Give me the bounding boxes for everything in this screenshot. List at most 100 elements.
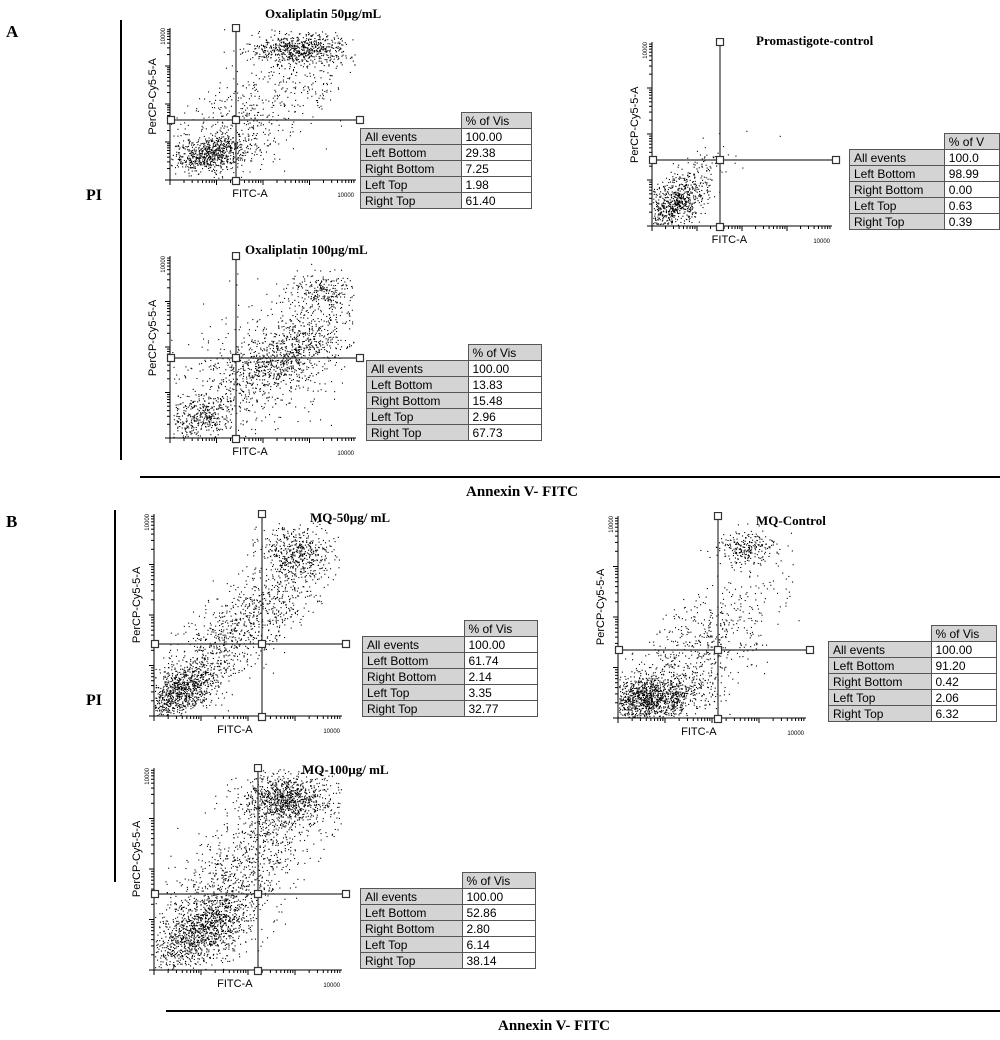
stats-value: 2.96 [467, 408, 542, 425]
scatter-point [261, 361, 263, 363]
scatter-point [321, 335, 323, 337]
scatter-point [285, 139, 287, 141]
scatter-point [209, 416, 211, 418]
scatter-point [258, 370, 260, 372]
scatter-point [230, 168, 232, 170]
scatter-point [329, 49, 331, 51]
scatter-point [691, 216, 693, 218]
scatter-point [321, 55, 323, 57]
scatter-point [184, 171, 186, 173]
scatter-point [253, 361, 255, 363]
scatter-point [275, 54, 277, 56]
scatter-point [326, 82, 328, 84]
scatter-point [678, 178, 680, 180]
scatter-point [261, 370, 263, 372]
scatter-point [198, 156, 200, 158]
scatter-point [288, 62, 290, 64]
scatter-point [212, 414, 214, 416]
scatter-point [331, 295, 333, 297]
scatter-point [311, 372, 313, 374]
scatter-point [659, 219, 661, 221]
scatter-point [211, 385, 213, 387]
scatter-point [174, 690, 176, 692]
scatter-point [295, 82, 297, 84]
scatter-point [315, 300, 317, 302]
scatter-point [341, 44, 343, 46]
scatter-point [322, 46, 324, 48]
scatter-point [273, 351, 275, 353]
scatter-point [196, 157, 198, 159]
scatter-point [677, 173, 679, 175]
scatter-point [703, 176, 705, 178]
scatter-point [227, 155, 229, 157]
scatter-point [684, 188, 686, 190]
scatter-point [230, 163, 232, 165]
scatter-point [321, 330, 323, 332]
scatter-point [227, 667, 229, 669]
pi-axis-line-b [114, 510, 116, 882]
scatter-point [686, 214, 688, 216]
scatter-point [295, 58, 297, 60]
scatter-point [242, 364, 244, 366]
scatter-point [264, 349, 266, 351]
scatter-point [667, 223, 669, 225]
scatter-point [237, 273, 239, 275]
scatter-point [204, 160, 206, 162]
scatter-point [232, 159, 234, 161]
scatter-point [241, 394, 243, 396]
scatter-point [177, 426, 179, 428]
scatter-point [257, 340, 259, 342]
scatter-point [287, 51, 289, 53]
scatter-point [234, 147, 236, 149]
scatter-point [292, 47, 294, 49]
scatter-point [262, 330, 264, 332]
scatter-point [261, 365, 263, 367]
scatter-point [301, 49, 303, 51]
scatter-point [242, 366, 244, 368]
scatter-point [674, 192, 676, 194]
scatter-point [295, 86, 297, 88]
scatter-point [207, 152, 209, 154]
scatter-point [169, 684, 171, 686]
scatter-point [682, 177, 684, 179]
scatter-point [220, 166, 222, 168]
scatter-point [302, 332, 304, 334]
scatter-point [209, 326, 211, 328]
stats-label: All events [360, 128, 462, 145]
scatter-point [337, 42, 339, 44]
scatter-point [188, 138, 190, 140]
scatter-point [238, 134, 240, 136]
scatter-point [333, 285, 335, 287]
scatter-point [247, 364, 249, 366]
scatter-point [701, 190, 703, 192]
scatter-point [284, 346, 286, 348]
scatter-point [293, 353, 295, 355]
stats-value: 13.83 [467, 376, 542, 393]
scatter-point [197, 678, 199, 680]
scatter-point [670, 195, 672, 197]
scatter-point [261, 56, 263, 58]
scatter-point [320, 288, 322, 290]
scatter-point [266, 46, 268, 48]
scatter-point [244, 160, 246, 162]
scatter-point [341, 307, 343, 309]
scatter-point [179, 142, 181, 144]
scatter-point [250, 362, 252, 364]
scatter-point [224, 157, 226, 159]
scatter-point [231, 367, 233, 369]
scatter-point [255, 143, 257, 145]
scatter-point [293, 44, 295, 46]
scatter-point [298, 363, 300, 365]
scatter-point [278, 326, 280, 328]
scatter-point [327, 296, 329, 298]
scatter-point [172, 709, 174, 711]
scatter-point [203, 410, 205, 412]
scatter-point [296, 336, 298, 338]
scatter-point [218, 429, 220, 431]
scatter-point [206, 418, 208, 420]
scatter-point [315, 325, 317, 327]
scatter-point [321, 62, 323, 64]
scatter-point [336, 302, 338, 304]
scatter-point [203, 338, 205, 340]
scatter-point [285, 46, 287, 48]
